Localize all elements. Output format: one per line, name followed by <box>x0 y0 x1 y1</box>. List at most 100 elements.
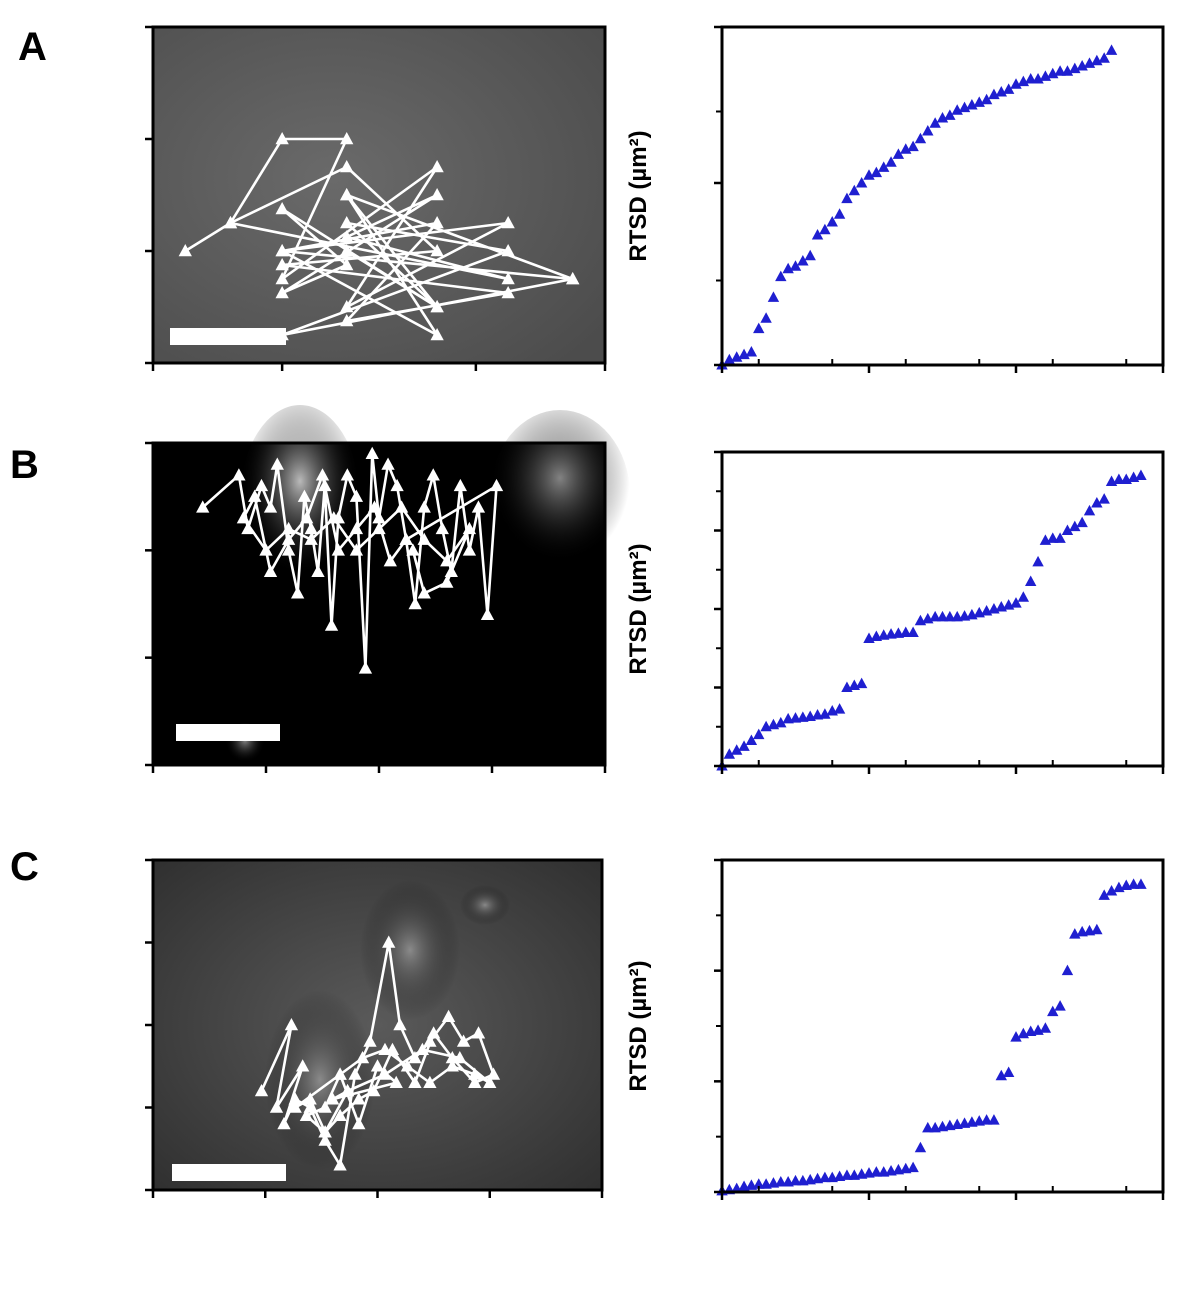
rtsd-point <box>914 132 927 144</box>
trajectory-point <box>430 300 444 313</box>
trajectory-point <box>340 132 354 145</box>
trajectory-point <box>318 1100 332 1113</box>
rtsd-point <box>944 109 956 120</box>
rtsd-point <box>1113 473 1125 484</box>
y-axis-label: RTSD (µm²) <box>625 543 652 674</box>
rtsd-point <box>885 156 897 167</box>
fluorescent-blob <box>490 410 630 580</box>
trajectory-point <box>444 564 458 578</box>
trajectory-point <box>365 446 379 459</box>
trajectory-point <box>349 521 364 535</box>
trajectory-point <box>297 489 312 502</box>
trajectory-point <box>281 521 296 535</box>
plot-frame <box>151 25 607 365</box>
trajectory-point <box>408 597 422 610</box>
trajectory-point <box>296 1059 310 1072</box>
panel-A-rtsd-chart: RTSD (µm²) <box>625 25 1165 373</box>
rtsd-point <box>811 229 824 240</box>
rtsd-point <box>1083 504 1096 516</box>
trajectory-point <box>372 521 386 535</box>
y-axis-label: RTSD (µm²) <box>625 130 652 261</box>
trajectory-point <box>275 244 289 257</box>
scale-bar <box>170 328 286 345</box>
rtsd-point <box>841 1169 853 1180</box>
trajectory-point <box>331 543 345 556</box>
rtsd-point <box>819 708 831 719</box>
trajectory-point <box>468 1075 482 1088</box>
trajectory-point <box>333 1108 347 1121</box>
rtsd-point <box>1047 1005 1059 1017</box>
rtsd-point <box>1091 923 1103 935</box>
trajectory-point <box>340 188 354 201</box>
trajectory-point <box>277 1117 291 1130</box>
rtsd-point <box>907 140 919 152</box>
trajectory-point <box>348 1067 362 1080</box>
rtsd-point <box>833 703 846 714</box>
plot-background <box>722 27 1163 365</box>
trajectory-point <box>378 1067 392 1080</box>
trajectory-point <box>248 489 262 502</box>
trajectory-point <box>399 532 413 545</box>
trajectory-point <box>417 586 431 599</box>
plot-frame <box>720 25 1165 367</box>
rtsd-point <box>1010 597 1022 608</box>
trajectory-point <box>426 1026 441 1039</box>
rtsd-point <box>745 346 758 357</box>
trajectory-point <box>340 314 354 327</box>
trajectory-point <box>315 468 330 481</box>
trajectory-point <box>275 132 289 145</box>
rtsd-point <box>819 1171 831 1183</box>
trajectory-point <box>423 1034 437 1047</box>
rtsd-point <box>1135 878 1147 889</box>
trajectory-point <box>501 216 515 229</box>
trajectory-point <box>254 478 269 492</box>
trajectory-point <box>290 586 305 599</box>
trajectory-point <box>453 478 468 492</box>
image-background <box>153 27 605 363</box>
trajectory-point <box>284 1018 299 1031</box>
fluorescent-blob <box>460 885 510 925</box>
trajectory-point <box>393 1018 407 1031</box>
trajectory-point <box>281 532 296 545</box>
trajectory-point <box>408 1075 422 1088</box>
trajectory-point <box>483 1075 497 1088</box>
trajectory-point <box>430 216 444 229</box>
trajectory-point <box>394 500 409 513</box>
trajectory-point <box>456 1034 471 1047</box>
rtsd-point <box>988 1114 1000 1125</box>
trajectory-point <box>358 661 373 674</box>
trajectory-point <box>236 511 251 524</box>
trajectory-point <box>445 1059 459 1072</box>
trajectory-point <box>462 521 477 535</box>
trajectory-point <box>281 543 296 556</box>
trajectory-point <box>275 286 289 299</box>
trajectory-point <box>318 1125 332 1138</box>
trajectory-point <box>340 300 354 313</box>
trajectory-point <box>352 1092 366 1105</box>
panel-B-rtsd-chart: RTSD (µm²) <box>625 450 1165 774</box>
rtsd-point <box>1069 520 1081 532</box>
trajectory-point <box>363 1034 377 1047</box>
trajectory-point <box>327 511 341 524</box>
trajectory-point <box>378 1042 392 1055</box>
rtsd-point <box>848 184 860 196</box>
plot-background <box>722 860 1163 1192</box>
rtsd-point <box>878 161 890 172</box>
rtsd-point <box>1025 575 1037 587</box>
rtsd-point <box>1002 1066 1015 1077</box>
rtsd-point <box>1098 889 1110 900</box>
trajectory-point <box>311 564 325 578</box>
rtsd-point <box>892 148 905 159</box>
trajectory-point <box>471 1026 486 1039</box>
rtsd-point <box>855 677 868 689</box>
trajectory-point <box>417 500 431 513</box>
trajectory-point <box>303 1092 317 1105</box>
rtsd-point <box>855 177 868 188</box>
rtsd-point <box>1098 52 1110 63</box>
rtsd-point <box>870 166 883 178</box>
rtsd-point <box>767 291 780 302</box>
rtsd-point <box>1105 44 1118 55</box>
trajectory-point <box>480 607 495 620</box>
trajectory-point <box>440 575 454 588</box>
trajectory-point <box>426 468 440 481</box>
